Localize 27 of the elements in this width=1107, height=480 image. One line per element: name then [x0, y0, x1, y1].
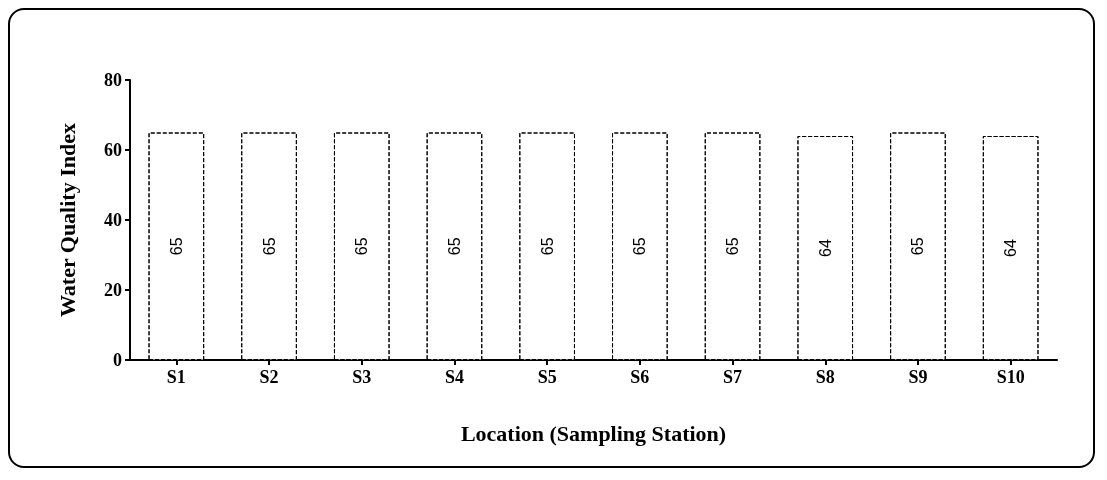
x-tick-label: S5 [537, 367, 557, 387]
data-label: 65 [167, 237, 185, 256]
data-label: 65 [538, 237, 556, 256]
y-tick-label: 80 [104, 70, 122, 90]
x-tick-label: S1 [166, 367, 186, 387]
data-label: 65 [260, 237, 278, 256]
y-tick-label: 60 [104, 140, 122, 160]
x-axis-title: Location (Sampling Station) [460, 420, 727, 446]
y-tick-label: 0 [113, 350, 122, 370]
data-label: 65 [909, 237, 927, 256]
x-tick-label: S7 [723, 367, 743, 387]
data-label: 65 [724, 237, 742, 256]
data-label: 65 [445, 237, 463, 256]
x-tick-label: S3 [352, 367, 372, 387]
data-label: 65 [631, 237, 649, 256]
x-tick-label: S10 [996, 367, 1025, 387]
y-tick-label: 20 [104, 280, 122, 300]
x-tick-label: S9 [908, 367, 928, 387]
x-tick-label: S8 [815, 367, 835, 387]
data-label: 65 [353, 237, 371, 256]
x-tick-label: S6 [630, 367, 650, 387]
y-tick-label: 40 [104, 210, 122, 230]
y-axis-title: Water Quality Index [54, 123, 80, 317]
x-tick-label: S2 [259, 367, 279, 387]
data-label: 64 [1002, 239, 1020, 257]
x-tick-label: S4 [444, 367, 464, 387]
data-label: 64 [816, 239, 834, 257]
